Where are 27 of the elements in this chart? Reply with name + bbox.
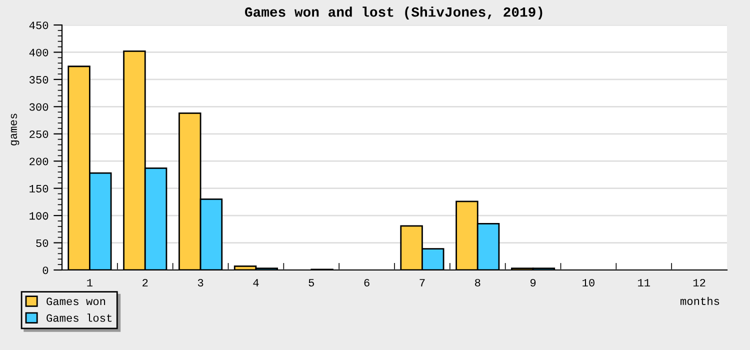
x-tick-label: 9	[530, 278, 536, 286]
x-tick-label: 4	[253, 279, 259, 286]
legend-label: Games won	[46, 298, 106, 306]
x-tick-label: 6	[364, 278, 370, 286]
x-tick-label: 5	[308, 279, 314, 286]
legend-label: Games lost	[46, 314, 112, 322]
y-tick-label: 50	[36, 239, 48, 247]
y-tick-label: 450	[29, 22, 48, 30]
y-tick-label: 350	[29, 76, 48, 84]
y-tick-label: 0	[42, 266, 48, 274]
y-tick-label: 200	[30, 158, 48, 166]
x-tick-label: 7	[420, 279, 425, 286]
y-tick-label: 150	[30, 184, 48, 192]
chart-title: Games won and lost (ShivJones, 2019)	[245, 6, 542, 20]
x-tick-label: 2	[142, 278, 148, 286]
y-tick-label: 100	[30, 212, 48, 220]
x-tick-label: 1	[87, 279, 93, 286]
x-axis-title: months	[680, 296, 720, 305]
x-tick-label: 11	[638, 279, 650, 286]
y-axis-title: games	[10, 114, 20, 146]
x-tick-label: 12	[693, 278, 706, 286]
x-tick-label: 10	[582, 278, 594, 286]
x-tick-label: 3	[198, 278, 204, 286]
y-tick-label: 250	[30, 130, 48, 138]
y-tick-label: 400	[29, 48, 48, 56]
x-tick-label: 8	[475, 278, 480, 286]
y-tick-label: 300	[29, 103, 48, 111]
